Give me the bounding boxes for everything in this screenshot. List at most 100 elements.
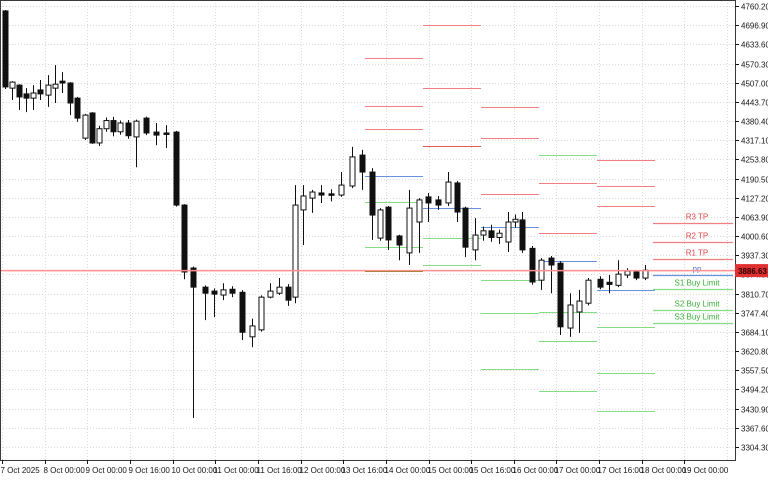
time-axis-label: 9 Oct 00:00 (86, 466, 128, 475)
bear-candle[interactable] (163, 132, 170, 135)
bull-candle[interactable] (496, 232, 503, 238)
bull-candle[interactable] (300, 195, 307, 211)
level-label-s1-buy-limit: S1 Buy Limit (675, 279, 721, 288)
time-axis-label: 7 Oct 2025 (1, 466, 41, 475)
bear-candle[interactable] (557, 262, 564, 328)
time-axis-label: 14 Oct 00:00 (385, 466, 431, 475)
bull-candle[interactable] (338, 184, 345, 196)
price-axis-label: 4253.80 (741, 156, 768, 165)
bull-candle[interactable] (309, 191, 316, 199)
time-axis-label: 11 Oct 16:00 (257, 466, 303, 475)
bull-candle[interactable] (220, 289, 227, 296)
bear-candle[interactable] (519, 219, 526, 251)
time-axis-label: 8 Oct 00:00 (44, 466, 86, 475)
bear-candle[interactable] (173, 131, 180, 206)
price-axis-label: 3810.70 (741, 291, 768, 300)
bear-candle[interactable] (548, 257, 555, 266)
bull-candle[interactable] (349, 156, 356, 187)
bear-candle[interactable] (633, 271, 640, 279)
bear-candle[interactable] (59, 80, 66, 84)
price-axis-label: 4633.60 (741, 41, 768, 50)
bear-candle[interactable] (435, 199, 442, 206)
bear-candle[interactable] (285, 286, 292, 301)
time-axis-label: 13 Oct 16:00 (342, 466, 388, 475)
bear-candle[interactable] (181, 204, 188, 273)
bull-candle[interactable] (512, 218, 519, 223)
bull-candle[interactable] (472, 234, 479, 251)
time-axis-label: 15 Oct 00:00 (428, 466, 474, 475)
bear-candle[interactable] (67, 82, 74, 104)
bear-candle[interactable] (369, 171, 376, 216)
bear-candle[interactable] (16, 84, 23, 98)
bear-candle[interactable] (153, 131, 160, 136)
bear-candle[interactable] (385, 206, 392, 241)
time-axis-label: 19 Oct 00:00 (683, 466, 729, 475)
bull-candle[interactable] (30, 92, 37, 99)
bear-candle[interactable] (37, 89, 44, 95)
bull-candle[interactable] (258, 296, 265, 331)
bear-candle[interactable] (23, 93, 30, 99)
bear-candle[interactable] (2, 10, 9, 88)
bear-candle[interactable] (110, 120, 117, 133)
bull-candle[interactable] (103, 120, 110, 130)
bear-candle[interactable] (425, 196, 432, 204)
bear-candle[interactable] (74, 97, 81, 119)
bull-candle[interactable] (45, 84, 52, 96)
bull-candle[interactable] (82, 114, 89, 139)
bear-candle[interactable] (89, 112, 96, 144)
time-axis-label: 17 Oct 16:00 (598, 466, 644, 475)
price-axis-label: 3684.10 (741, 329, 768, 338)
current-day-levels: R3 TP R2 TP R1 TP pp S1 Buy Limit S2 Buy Limi… (653, 213, 733, 325)
bull-candle[interactable] (133, 120, 140, 138)
bear-candle[interactable] (143, 117, 150, 134)
bear-candle[interactable] (396, 235, 403, 246)
bull-candle[interactable] (480, 230, 487, 236)
bear-candle[interactable] (454, 182, 461, 213)
bear-candle[interactable] (239, 291, 246, 333)
bull-candle[interactable] (615, 273, 622, 286)
bull-candle[interactable] (642, 269, 649, 279)
bull-candle[interactable] (267, 290, 274, 298)
bear-candle[interactable] (606, 281, 613, 285)
bull-candle[interactable] (292, 204, 299, 298)
bull-candle[interactable] (377, 209, 384, 239)
bear-candle[interactable] (229, 288, 236, 294)
bull-candle[interactable] (576, 300, 583, 313)
bull-candle[interactable] (445, 181, 452, 204)
bull-candle[interactable] (505, 221, 512, 243)
price-axis-label: 3937.30 (741, 252, 768, 261)
bull-candle[interactable] (585, 279, 592, 304)
bull-candle[interactable] (416, 199, 423, 223)
bull-candle[interactable] (117, 122, 124, 133)
bull-candle[interactable] (52, 83, 59, 89)
price-axis-label: 3367.60 (741, 425, 768, 434)
bull-candle[interactable] (406, 207, 413, 254)
bear-candle[interactable] (597, 278, 604, 288)
bear-candle[interactable] (328, 193, 335, 196)
price-axis-label: 4317.10 (741, 137, 768, 146)
bear-candle[interactable] (190, 267, 197, 288)
time-axis-label: 17 Oct 00:00 (555, 466, 601, 475)
price-axis-label: 3747.40 (741, 310, 768, 319)
bear-candle[interactable] (211, 290, 218, 295)
level-label-pp: pp (693, 265, 702, 274)
bear-candle[interactable] (488, 230, 495, 238)
time-axis-label: 12 Oct 00:00 (300, 466, 346, 475)
bear-candle[interactable] (529, 247, 536, 283)
bull-candle[interactable] (249, 325, 256, 338)
bull-candle[interactable] (624, 270, 631, 276)
bull-candle[interactable] (567, 304, 574, 329)
bear-candle[interactable] (202, 286, 209, 294)
current-price-tag: 3886.63 (735, 264, 768, 278)
bull-candle[interactable] (276, 286, 283, 294)
bull-candle[interactable] (96, 128, 103, 144)
time-axis-label: 10 Oct 00:00 (172, 466, 218, 475)
bear-candle[interactable] (125, 122, 132, 137)
bear-candle[interactable] (318, 192, 325, 196)
bull-candle[interactable] (9, 81, 16, 89)
bear-candle[interactable] (462, 207, 469, 248)
bear-candle[interactable] (359, 154, 366, 173)
